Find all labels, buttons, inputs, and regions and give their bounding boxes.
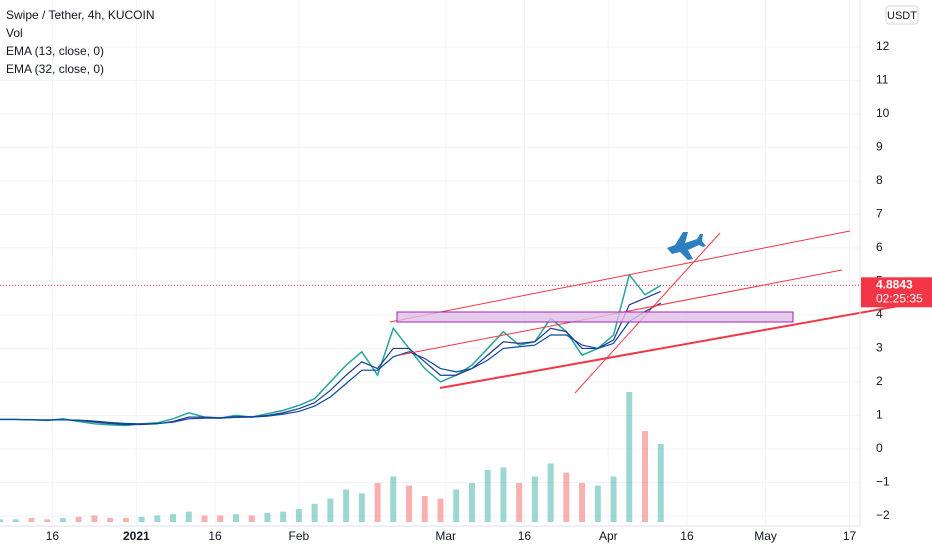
currency-badge[interactable] bbox=[885, 5, 919, 25]
volume-bar bbox=[563, 472, 570, 522]
volume-bar bbox=[59, 518, 66, 522]
volume-bar bbox=[610, 476, 617, 522]
volume-bar bbox=[138, 516, 145, 522]
y-tick-label: 9 bbox=[876, 140, 883, 154]
volume-bar bbox=[343, 489, 350, 522]
y-tick-label: 4 bbox=[876, 307, 883, 321]
volume-bar bbox=[500, 467, 507, 522]
y-tick-label: 8 bbox=[876, 173, 883, 187]
y-tick-label: 2 bbox=[876, 374, 883, 388]
ema-line bbox=[0, 302, 662, 425]
y-tick-label: 0 bbox=[876, 441, 883, 455]
volume-bar bbox=[374, 483, 381, 522]
last-price-badge bbox=[861, 277, 932, 308]
volume-bar bbox=[170, 514, 177, 522]
grid bbox=[0, 0, 860, 526]
volume-bar bbox=[311, 503, 318, 522]
volume-bar bbox=[547, 463, 554, 522]
channel-upper bbox=[389, 230, 851, 323]
volume-bar bbox=[44, 519, 51, 522]
currency: USDT bbox=[887, 10, 917, 22]
volume-bar bbox=[406, 485, 413, 522]
volume-bar bbox=[122, 518, 129, 522]
volume-bar bbox=[531, 476, 538, 522]
volume-bar bbox=[217, 515, 224, 522]
volume-bar bbox=[626, 392, 633, 522]
volume-legend: Vol bbox=[6, 26, 23, 40]
x-tick-label: 16 bbox=[518, 529, 532, 543]
x-tick-label: 2021 bbox=[123, 529, 150, 543]
volume-bar bbox=[154, 515, 161, 522]
volume-bar bbox=[421, 496, 428, 522]
x-tick-label: 16 bbox=[680, 529, 694, 543]
y-tick-label: 3 bbox=[876, 341, 883, 355]
volume-bar bbox=[12, 519, 19, 522]
chart-title: Swipe / Tether, 4h, KUCOIN bbox=[6, 8, 155, 22]
volume-bar bbox=[295, 509, 302, 522]
volume-bar bbox=[594, 485, 601, 522]
volume-bar bbox=[201, 515, 208, 522]
y-tick-label: 12 bbox=[876, 39, 890, 53]
last-price-label: 4.8843 bbox=[876, 277, 913, 291]
countdown: 02:25:35 bbox=[876, 291, 923, 305]
axes: 1211109876543210−1−216202116FebMar16Apr1… bbox=[46, 39, 932, 543]
volume-bar bbox=[248, 515, 255, 522]
volume-bar bbox=[657, 444, 664, 522]
volume-bar bbox=[91, 515, 98, 522]
volume-bar bbox=[484, 470, 491, 522]
x-tick-label: May bbox=[754, 529, 777, 543]
y-tick-label: −1 bbox=[876, 475, 890, 489]
volume-bar bbox=[75, 516, 82, 522]
volume-bar bbox=[280, 511, 287, 522]
volume-bar bbox=[453, 489, 460, 522]
resistance-box bbox=[396, 311, 794, 323]
volume-bar bbox=[327, 498, 334, 522]
volume-bar bbox=[468, 483, 475, 522]
volume-bar bbox=[642, 431, 648, 522]
y-tick-label: 10 bbox=[876, 106, 890, 120]
drawings bbox=[389, 230, 932, 394]
volume-bar bbox=[264, 512, 271, 522]
x-tick-label: 16 bbox=[46, 529, 60, 543]
volume-bar bbox=[0, 519, 3, 522]
channel-lower bbox=[439, 299, 932, 389]
volume-bar bbox=[516, 483, 523, 522]
volume-bar bbox=[579, 483, 586, 522]
ema-legend: EMA (13, close, 0) bbox=[6, 44, 104, 58]
volume-bar bbox=[185, 511, 192, 522]
x-tick-label: Apr bbox=[599, 529, 618, 543]
volume-bar bbox=[358, 493, 365, 522]
x-tick-label: Mar bbox=[435, 529, 456, 543]
volume-bar bbox=[437, 498, 444, 522]
x-tick-label: 17 bbox=[843, 529, 857, 543]
volume-pane bbox=[0, 392, 664, 522]
volume-bar bbox=[107, 518, 114, 522]
airplane-icon bbox=[667, 232, 706, 260]
y-tick-label: 7 bbox=[876, 207, 883, 221]
y-tick-label: 6 bbox=[876, 240, 883, 254]
y-tick-label: 11 bbox=[876, 73, 889, 87]
ema-line bbox=[0, 290, 661, 426]
volume-bar bbox=[390, 476, 397, 522]
y-tick-label: 1 bbox=[876, 408, 883, 422]
x-tick-label: 16 bbox=[208, 529, 222, 543]
y-tick-label: −2 bbox=[876, 508, 890, 522]
volume-bar bbox=[28, 518, 35, 522]
ema-legend: EMA (32, close, 0) bbox=[6, 62, 104, 76]
x-tick-label: Feb bbox=[289, 529, 310, 543]
volume-bar bbox=[232, 514, 239, 522]
